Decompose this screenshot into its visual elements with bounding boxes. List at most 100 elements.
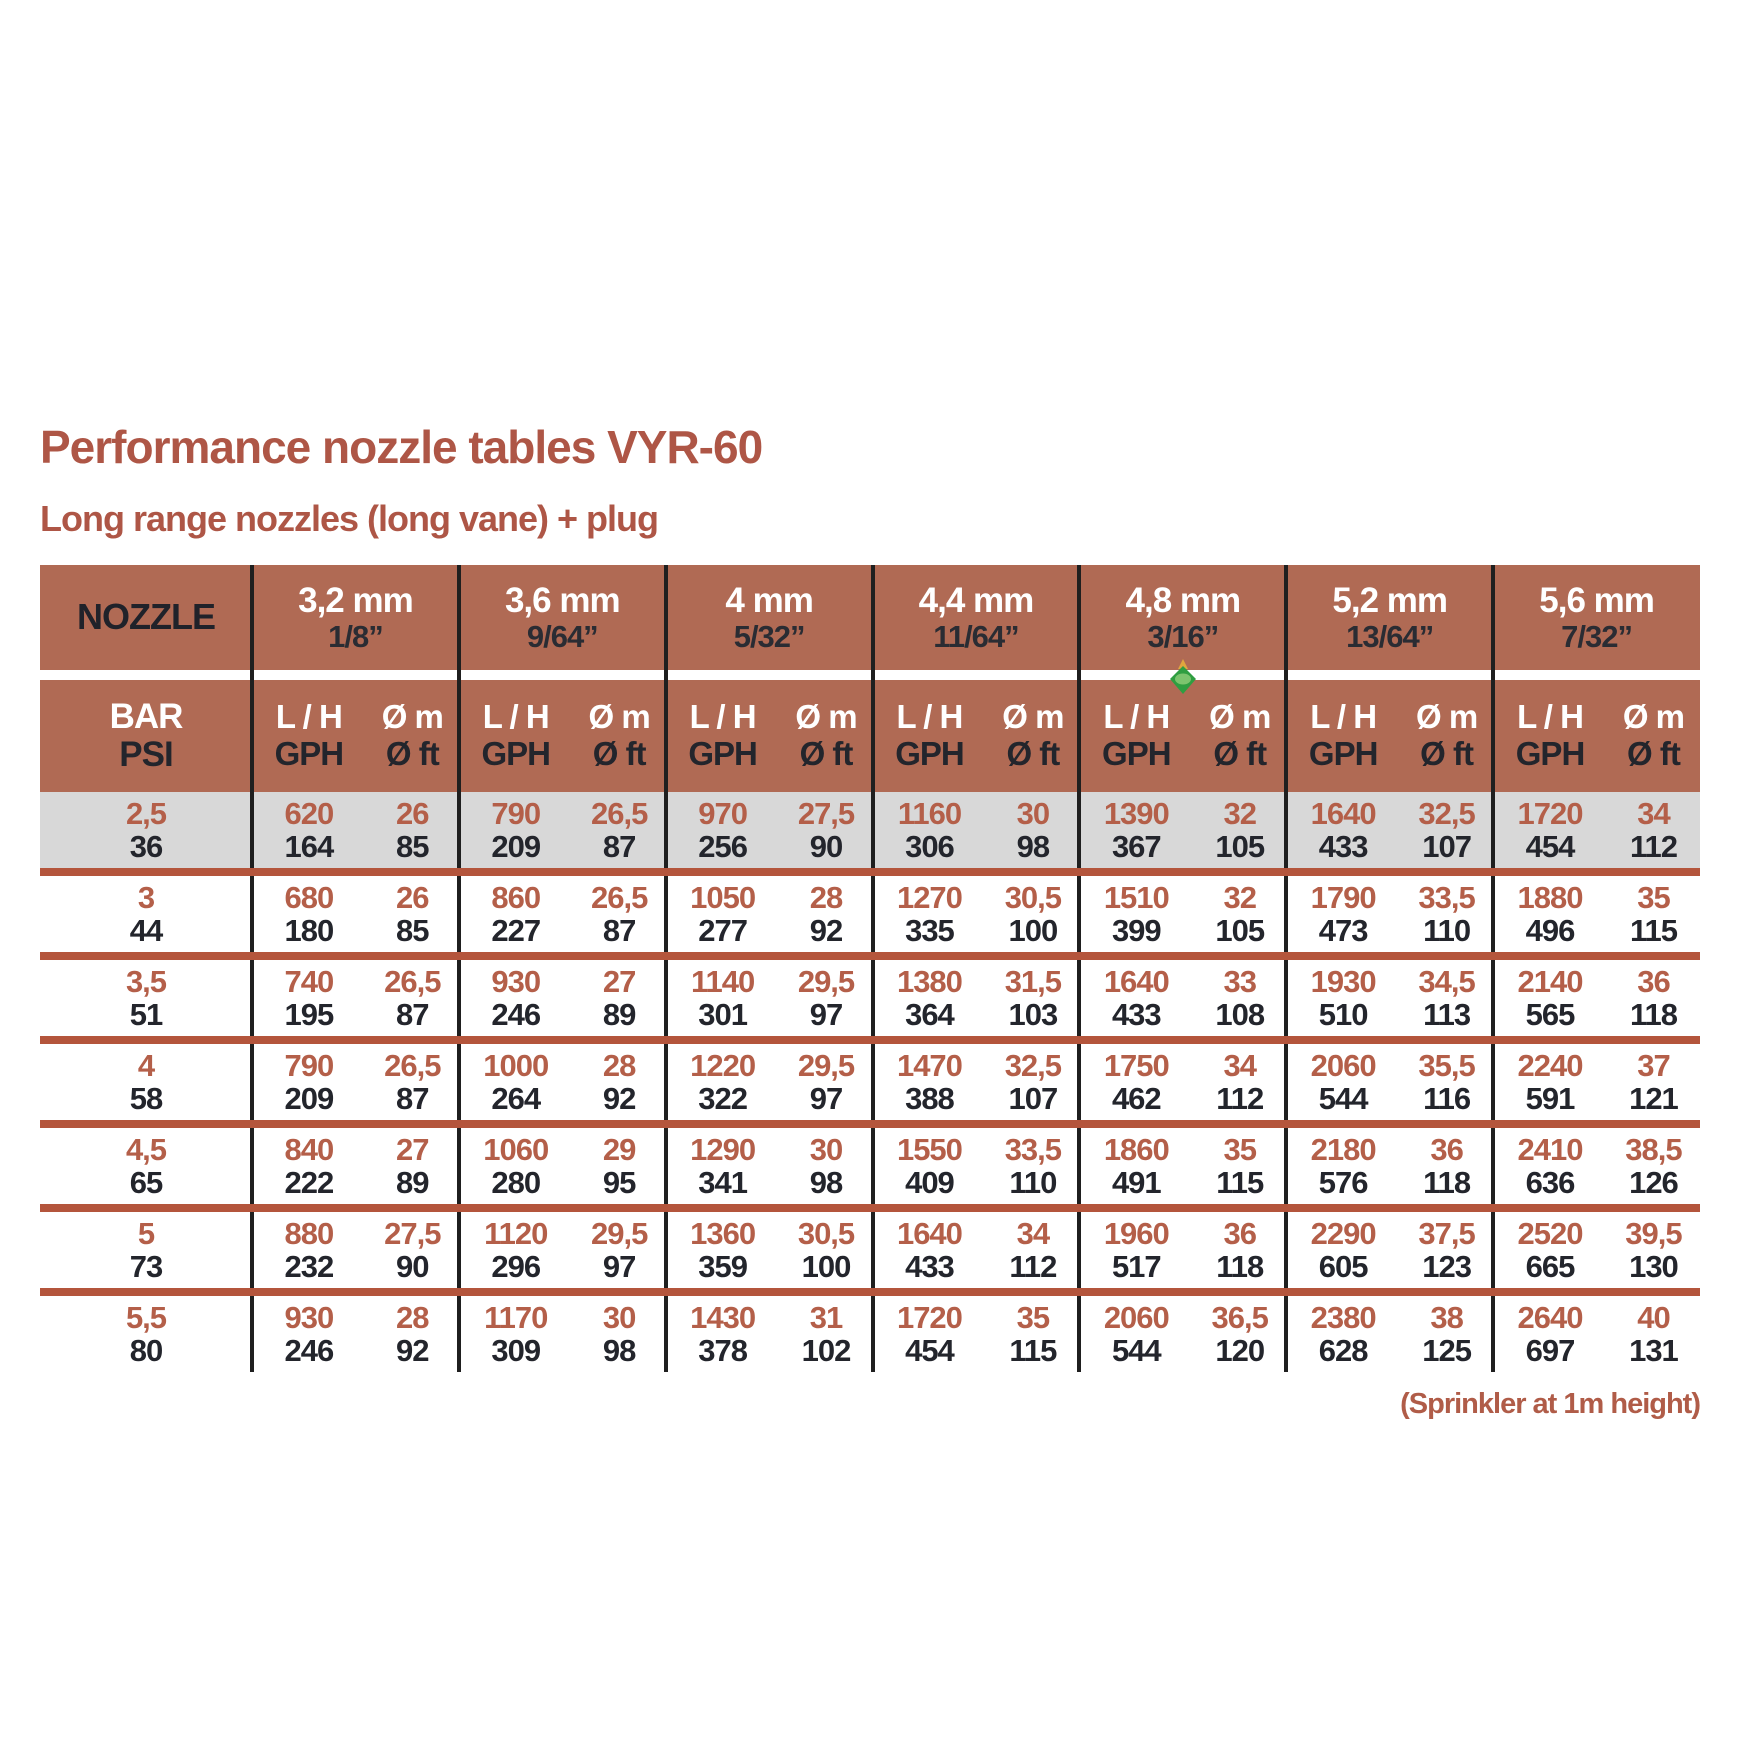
flow-gph-value: 232 xyxy=(284,1249,335,1284)
flow-gph-value: 454 xyxy=(905,1333,955,1368)
flow-lh-value: 1060 xyxy=(483,1131,549,1167)
pressure-cell: 4 58 xyxy=(40,1044,252,1120)
flow-values: 1640 433 xyxy=(1286,792,1400,868)
diameter-m-value: 29,5 xyxy=(797,963,855,999)
data-cell: 1140 301 29,5 97 xyxy=(666,960,873,1036)
diameter-m-value: 26,5 xyxy=(384,963,441,999)
flow-lh-value: 1470 xyxy=(896,1047,963,1083)
flow-units: L / H GPH xyxy=(459,680,573,792)
diameter-m-value: 26 xyxy=(396,879,429,915)
psi-value: 36 xyxy=(129,829,163,864)
diameter-ft-value: 120 xyxy=(1215,1333,1265,1368)
row-separator-rule xyxy=(40,868,1700,876)
flow-values: 860 227 xyxy=(459,876,573,952)
flow-unit-metric: L / H xyxy=(482,698,550,736)
diameter-m-value: 30 xyxy=(602,1299,636,1335)
data-cell: 2520 665 39,5 130 xyxy=(1493,1212,1700,1288)
diameter-m-value: 34 xyxy=(1637,795,1670,831)
data-cell: 2380 628 38 125 xyxy=(1286,1296,1493,1372)
flow-unit-imperial: GPH xyxy=(1308,735,1379,772)
flow-units: L / H GPH xyxy=(873,680,987,792)
table-row: 4,5 65 840 222 27 89 1060 280 29 95 1290 341 30 98 155… xyxy=(40,1128,1700,1204)
data-cell: 1430 378 31 102 xyxy=(666,1296,873,1372)
data-cell: 1930 510 34,5 113 xyxy=(1286,960,1493,1036)
flow-gph-value: 517 xyxy=(1111,1249,1162,1284)
flow-lh-value: 1510 xyxy=(1103,879,1170,915)
row-separator-rule xyxy=(40,1036,1700,1044)
data-cell: 930 246 28 92 xyxy=(252,1296,459,1372)
flow-gph-value: 462 xyxy=(1111,1081,1162,1116)
diameter-values: 38,5 126 xyxy=(1607,1128,1700,1204)
diameter-m-value: 27 xyxy=(396,1131,429,1167)
flow-gph-value: 364 xyxy=(905,997,955,1032)
column-divider-line xyxy=(456,565,461,1372)
diameter-ft-value: 92 xyxy=(602,1081,636,1116)
flow-lh-value: 1160 xyxy=(897,795,962,831)
flow-gph-value: 605 xyxy=(1318,1249,1369,1284)
data-cell: 1880 496 35 115 xyxy=(1493,876,1700,952)
flow-values: 1140 301 xyxy=(666,960,780,1036)
flow-gph-value: 322 xyxy=(698,1081,748,1116)
diameter-ft-value: 130 xyxy=(1629,1249,1679,1284)
diameter-m-value: 30,5 xyxy=(797,1215,855,1251)
data-cell: 1720 454 35 115 xyxy=(873,1296,1080,1372)
flow-lh-value: 1880 xyxy=(1517,879,1584,915)
diameter-unit-metric: Ø m xyxy=(381,698,444,736)
data-cell: 740 195 26,5 87 xyxy=(252,960,459,1036)
flow-gph-value: 388 xyxy=(905,1081,955,1116)
flow-values: 930 246 xyxy=(252,1296,366,1372)
diameter-m-value: 30 xyxy=(809,1131,843,1167)
diameter-ft-value: 87 xyxy=(396,1081,429,1116)
flow-gph-value: 296 xyxy=(491,1249,541,1284)
diameter-unit-metric: Ø m xyxy=(588,698,651,736)
flow-lh-value: 2180 xyxy=(1310,1131,1377,1167)
flow-gph-value: 544 xyxy=(1318,1081,1369,1116)
psi-value: 80 xyxy=(129,1333,163,1368)
flow-lh-value: 860 xyxy=(491,879,541,915)
flow-unit-imperial: GPH xyxy=(1515,735,1586,772)
data-cell: 1470 388 32,5 107 xyxy=(873,1044,1080,1120)
diameter-m-value: 26,5 xyxy=(590,795,648,831)
flow-values: 1170 309 xyxy=(459,1296,573,1372)
diameter-values: 28 92 xyxy=(366,1296,459,1372)
pressure-cell: 2,5 36 xyxy=(40,792,252,868)
diameter-ft-value: 108 xyxy=(1215,997,1265,1032)
flow-gph-value: 367 xyxy=(1111,829,1162,864)
flow-values: 2520 665 xyxy=(1493,1212,1607,1288)
column-divider-line xyxy=(870,565,875,1372)
flow-values: 2180 576 xyxy=(1286,1128,1400,1204)
diameter-values: 27,5 90 xyxy=(779,792,872,868)
flow-lh-value: 740 xyxy=(284,963,335,999)
flow-values: 1720 454 xyxy=(873,1296,987,1372)
flow-lh-value: 2060 xyxy=(1310,1047,1377,1083)
data-cell: 1290 341 30 98 xyxy=(666,1128,873,1204)
flow-values: 930 246 xyxy=(459,960,573,1036)
diameter-values: 27 89 xyxy=(366,1128,459,1204)
bar-value: 4 xyxy=(137,1047,155,1083)
diameter-values: 28 92 xyxy=(573,1044,666,1120)
diameter-ft-value: 89 xyxy=(602,997,636,1032)
diameter-ft-value: 97 xyxy=(809,997,843,1032)
table-row: 3,5 51 740 195 26,5 87 930 246 27 89 1140 301 29,5 97… xyxy=(40,960,1700,1036)
data-cell: 970 256 27,5 90 xyxy=(666,792,873,868)
flow-gph-value: 628 xyxy=(1318,1333,1369,1368)
diameter-ft-value: 97 xyxy=(809,1081,843,1116)
diameter-m-value: 40 xyxy=(1637,1299,1670,1335)
pressure-cell: 4,5 65 xyxy=(40,1128,252,1204)
flow-values: 840 222 xyxy=(252,1128,366,1204)
diameter-values: 35 115 xyxy=(1607,876,1700,952)
diameter-values: 34,5 113 xyxy=(1400,960,1493,1036)
diameter-values: 34 112 xyxy=(1607,792,1700,868)
data-cell: 1170 309 30 98 xyxy=(459,1296,666,1372)
nozzle-header-cell: 3,6 mm 9/64” xyxy=(459,565,666,670)
corner-header-cell: NOZZLE xyxy=(40,565,252,670)
flow-gph-value: 209 xyxy=(284,1081,335,1116)
diameter-ft-value: 116 xyxy=(1423,1081,1471,1116)
column-divider-line xyxy=(250,565,254,1372)
diameter-ft-value: 125 xyxy=(1422,1333,1472,1368)
flow-values: 1470 388 xyxy=(873,1044,987,1120)
data-cell: 1720 454 34 112 xyxy=(1493,792,1700,868)
flow-lh-value: 1550 xyxy=(896,1131,963,1167)
diameter-m-value: 34,5 xyxy=(1418,963,1475,999)
